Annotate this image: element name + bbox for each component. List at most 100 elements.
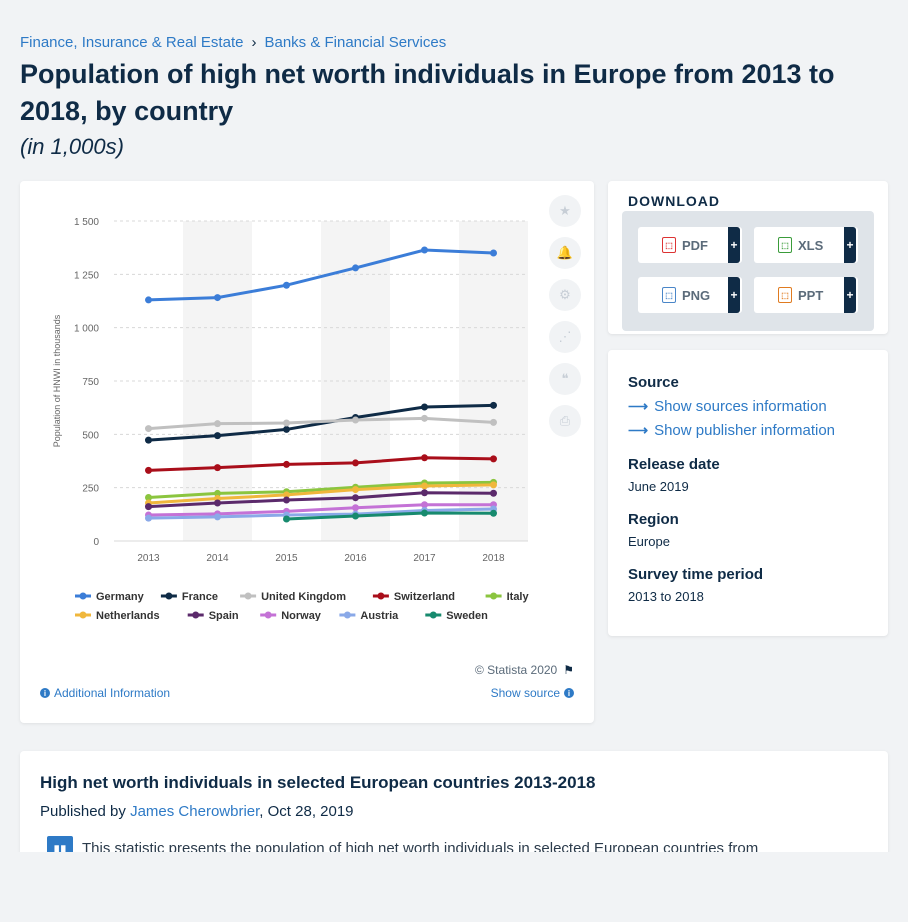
survey-period-label: Survey time period <box>628 566 764 583</box>
download-xls-button[interactable]: ⬚ XLS <box>754 227 858 263</box>
data-point <box>490 489 497 497</box>
author-link[interactable]: James Cherowbrier <box>130 803 260 820</box>
data-point <box>214 489 221 497</box>
data-point <box>352 504 359 512</box>
show-source-label: Show source <box>490 686 560 700</box>
data-point <box>421 489 428 497</box>
data-point <box>283 460 290 468</box>
legend-label: Spain <box>209 610 239 621</box>
data-point <box>490 509 497 517</box>
article-meta: Published by James Cherowbrier, Oct 28, … <box>40 803 354 820</box>
series-line-germany <box>148 248 494 302</box>
show-sources-link[interactable]: ⟶ Show sources information <box>628 398 827 415</box>
legend-label: Italy <box>507 591 530 603</box>
x-tick-label: 2018 <box>482 553 505 564</box>
legend-label: Germany <box>96 591 145 603</box>
png-plus-button[interactable]: + <box>728 277 740 313</box>
png-file-icon: ⬚ <box>662 287 676 303</box>
legend-label: United Kingdom <box>261 591 346 603</box>
data-point <box>421 482 428 490</box>
share-icon[interactable]: ⋰ <box>549 321 581 353</box>
print-icon[interactable]: ⎙ <box>549 405 581 437</box>
data-point <box>490 455 497 463</box>
page-title: Population of high net worth individuals… <box>20 59 835 126</box>
flag-icon[interactable]: ⚑ <box>563 663 574 677</box>
x-tick-label: 2013 <box>137 553 160 564</box>
pdf-plus-button[interactable]: + <box>728 227 740 263</box>
data-point <box>352 264 359 272</box>
additional-info-link[interactable]: i Additional Information <box>40 686 170 700</box>
breadcrumb: Finance, Insurance & Real Estate › Banks… <box>20 34 446 51</box>
y-tick-label: 1 000 <box>74 324 99 335</box>
y-axis-label: Population of HNWI in thousands <box>52 314 62 447</box>
data-point <box>352 486 359 494</box>
series-line-sweden <box>286 511 494 521</box>
legend-label: Switzerland <box>394 591 455 603</box>
x-tick-label: 2015 <box>275 553 298 564</box>
xls-label: XLS <box>798 237 824 253</box>
page-subtitle: (in 1,000s) <box>20 134 124 159</box>
data-point <box>490 481 497 489</box>
survey-period-value: 2013 to 2018 <box>628 589 704 604</box>
article-card: High net worth individuals in selected E… <box>20 751 888 862</box>
series-line-switzerland <box>148 456 494 472</box>
download-grid: ⬚ PDF + ⬚ XLS + ⬚ PNG + ⬚ PPT + <box>622 211 874 331</box>
download-png-button[interactable]: ⬚ PNG <box>638 277 742 313</box>
data-point <box>145 425 152 433</box>
gear-icon[interactable]: ⚙ <box>549 279 581 311</box>
legend-marker <box>79 592 87 600</box>
show-publisher-label: Show publisher information <box>654 422 836 439</box>
xls-plus-button[interactable]: + <box>844 227 856 263</box>
download-ppt-button[interactable]: ⬚ PPT <box>754 277 858 313</box>
data-point <box>145 466 152 474</box>
bottom-band <box>0 852 908 922</box>
data-point <box>283 281 290 289</box>
data-point <box>352 512 359 520</box>
info-icon: i <box>40 688 50 698</box>
data-point <box>145 493 152 501</box>
series-line-spain <box>148 491 494 509</box>
data-point <box>352 459 359 467</box>
show-source-link[interactable]: Show source i <box>491 686 574 700</box>
legend-marker <box>264 611 272 619</box>
arrow-right-icon: ⟶ <box>628 422 649 438</box>
breadcrumb-item-banks[interactable]: Banks & Financial Services <box>264 34 447 51</box>
series-line-norway <box>148 503 494 517</box>
data-point <box>352 494 359 502</box>
ppt-plus-button[interactable]: + <box>844 277 856 313</box>
show-publisher-link[interactable]: ⟶ Show publisher information <box>628 422 835 439</box>
data-point <box>352 416 359 424</box>
star-icon[interactable]: ★ <box>549 195 581 227</box>
legend-label: Austria <box>360 610 399 621</box>
chart-toolbar: ★ 🔔 ⚙ ⋰ ❝ ⎙ <box>549 195 581 437</box>
data-point <box>145 296 152 304</box>
data-point <box>421 454 428 462</box>
data-point <box>214 499 221 507</box>
chart-copyright: © Statista 2020 ⚑ <box>475 663 574 677</box>
legend-label: Norway <box>281 610 322 621</box>
download-pdf-button[interactable]: ⬚ PDF <box>638 227 742 263</box>
series-line-austria <box>148 507 494 520</box>
ppt-label: PPT <box>798 287 824 303</box>
pdf-file-icon: ⬚ <box>662 237 676 253</box>
data-point <box>490 401 497 409</box>
data-point <box>283 496 290 504</box>
png-label: PNG <box>682 287 711 303</box>
region-label: Region <box>628 511 679 528</box>
publish-date: , Oct 28, 2019 <box>259 803 354 820</box>
legend-marker <box>490 592 498 600</box>
bell-icon[interactable]: 🔔 <box>549 237 581 269</box>
series-line-netherlands <box>148 483 494 505</box>
release-date-label: Release date <box>628 456 720 473</box>
quote-icon[interactable]: ❝ <box>549 363 581 395</box>
data-point <box>214 464 221 472</box>
legend-marker <box>165 592 173 600</box>
line-chart: 0 250 500 750 1 000 1 250 1 500 2013 2014 2015 201… <box>52 217 530 621</box>
legend-marker <box>192 611 200 619</box>
breadcrumb-item-finance[interactable]: Finance, Insurance & Real Estate <box>20 34 244 51</box>
chart-card: 0 250 500 750 1 000 1 250 1 500 2013 2014 2015 201… <box>20 181 594 723</box>
y-tick-label: 500 <box>82 430 99 441</box>
legend-marker <box>377 592 385 600</box>
x-tick-label: 2016 <box>344 553 367 564</box>
info-icon: i <box>564 688 574 698</box>
